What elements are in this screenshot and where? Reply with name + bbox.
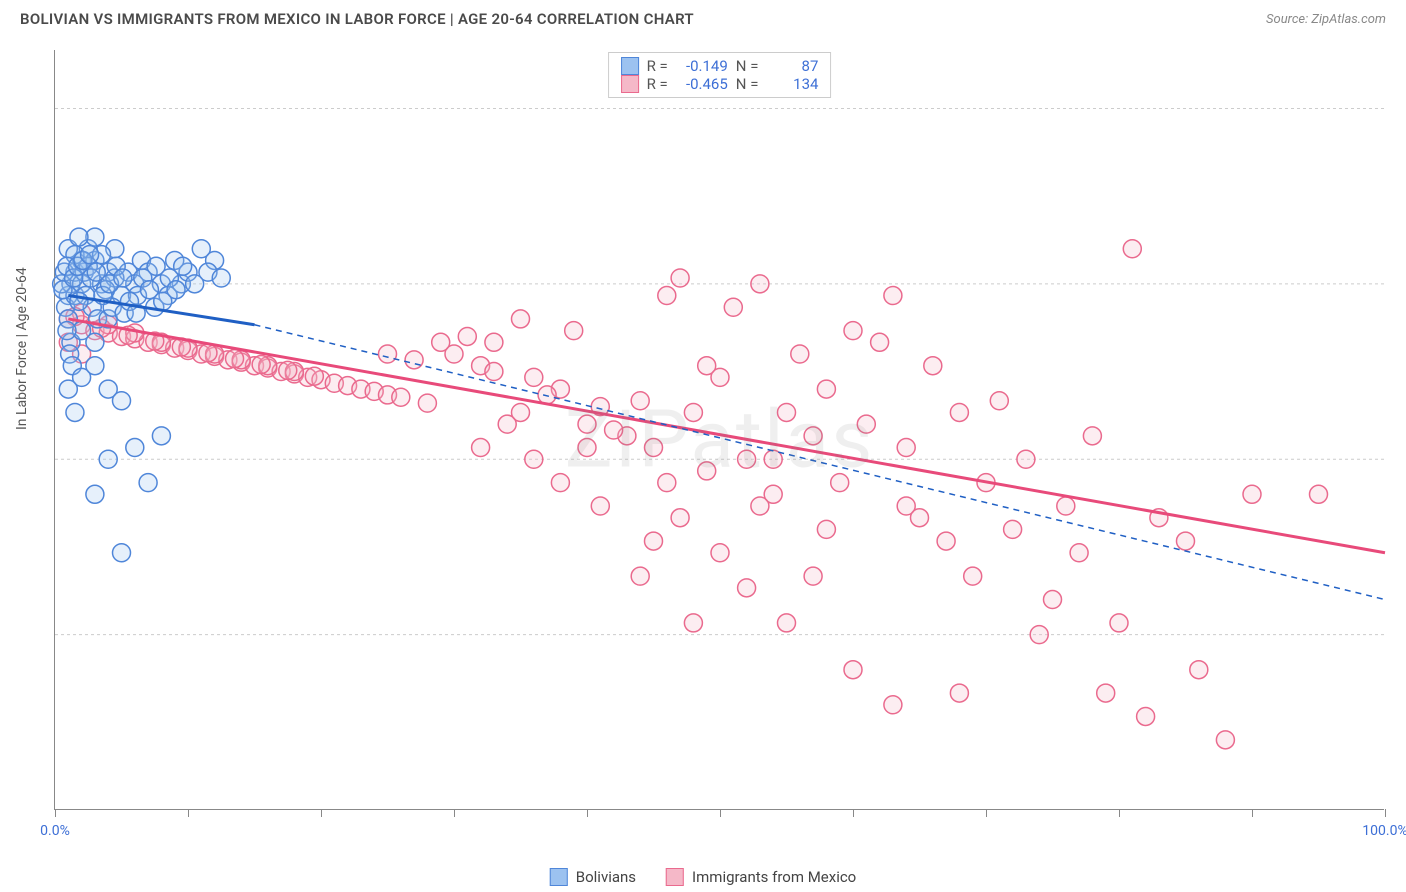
- x-tick: [587, 809, 588, 817]
- swatch-bolivians: [621, 57, 639, 75]
- scatter-plot-svg: [55, 50, 1384, 809]
- n-value-bolivians: 87: [766, 57, 818, 75]
- n-label: N =: [736, 57, 759, 75]
- y-tick-label: 85.0%: [1394, 276, 1406, 292]
- x-tick: [454, 809, 455, 817]
- x-tick: [1252, 809, 1253, 817]
- legend-item-bolivians: Bolivians: [550, 868, 636, 886]
- legend-item-mexico: Immigrants from Mexico: [666, 868, 856, 886]
- stats-row-mexico: R = -0.465 N = 134: [621, 75, 819, 93]
- x-tick: [720, 809, 721, 817]
- x-tick: [188, 809, 189, 817]
- r-label: R =: [647, 57, 668, 75]
- y-tick-label: 100.0%: [1394, 100, 1406, 116]
- y-axis-label: In Labor Force | Age 20-64: [14, 267, 30, 430]
- bottom-legend: Bolivians Immigrants from Mexico: [550, 868, 856, 886]
- chart-area: ZIPatlas R = -0.149 N = 87 R = -0.465 N …: [54, 50, 1384, 810]
- y-tick-label: 70.0%: [1394, 451, 1406, 467]
- x-tick: [55, 809, 56, 817]
- chart-title: BOLIVIAN VS IMMIGRANTS FROM MEXICO IN LA…: [20, 10, 694, 28]
- x-tick: [986, 809, 987, 817]
- legend-label-bolivians: Bolivians: [576, 868, 636, 886]
- source-label: Source: ZipAtlas.com: [1266, 12, 1386, 27]
- n-value-mexico: 134: [766, 75, 818, 93]
- correlation-stats-box: R = -0.149 N = 87 R = -0.465 N = 134: [608, 52, 832, 98]
- swatch-mexico: [621, 75, 639, 93]
- y-tick-label: 55.0%: [1394, 627, 1406, 643]
- x-tick: [1385, 809, 1386, 817]
- x-tick-label: 100.0%: [1362, 823, 1406, 839]
- stats-row-bolivians: R = -0.149 N = 87: [621, 57, 819, 75]
- x-tick: [853, 809, 854, 817]
- legend-swatch-bolivians: [550, 868, 568, 886]
- r-value-mexico: -0.465: [676, 75, 728, 93]
- legend-label-mexico: Immigrants from Mexico: [692, 868, 856, 886]
- r-label: R =: [647, 75, 668, 93]
- x-tick: [1119, 809, 1120, 817]
- x-tick: [321, 809, 322, 817]
- n-label: N =: [736, 75, 759, 93]
- legend-swatch-mexico: [666, 868, 684, 886]
- x-tick-label: 0.0%: [40, 823, 70, 839]
- r-value-bolivians: -0.149: [676, 57, 728, 75]
- chart-header: BOLIVIAN VS IMMIGRANTS FROM MEXICO IN LA…: [0, 0, 1406, 34]
